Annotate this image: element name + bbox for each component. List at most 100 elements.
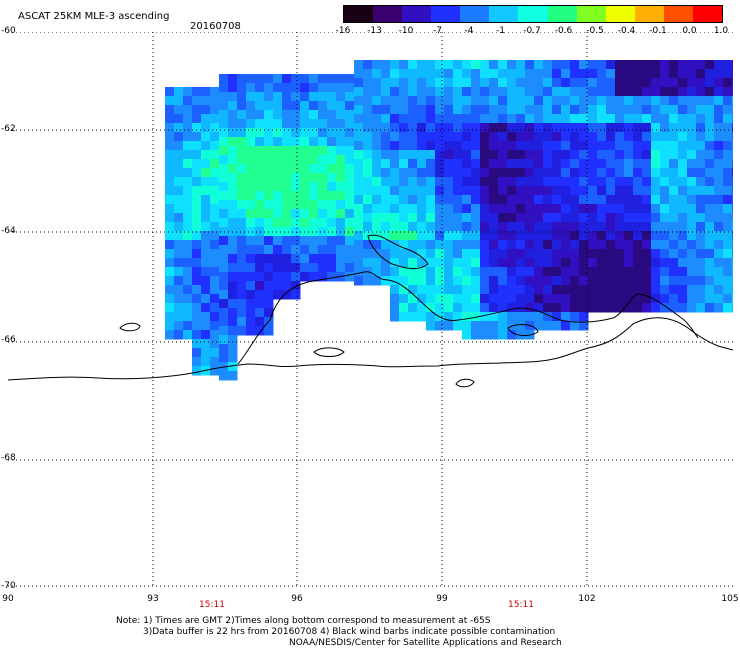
swath-pixel	[174, 303, 184, 313]
swath-pixel	[228, 299, 238, 309]
swath-pixel	[660, 132, 670, 142]
swath-pixel	[165, 294, 175, 304]
swath-pixel	[543, 276, 553, 286]
swath-pixel	[732, 69, 733, 79]
swath-pixel	[219, 344, 229, 354]
swath-pixel	[624, 87, 634, 97]
swath-pixel	[183, 249, 193, 259]
swath-pixel	[462, 294, 472, 304]
swath-pixel	[714, 294, 724, 304]
swath-pixel	[471, 78, 481, 88]
swath-pixel	[453, 87, 463, 97]
swath-pixel	[606, 141, 616, 151]
swath-pixel	[651, 267, 661, 277]
swath-pixel	[606, 285, 616, 295]
swath-pixel	[309, 227, 319, 237]
swath-pixel	[399, 186, 409, 196]
swath-pixel	[273, 110, 283, 120]
swath-pixel	[678, 213, 688, 223]
swath-pixel	[381, 60, 391, 70]
swath-pixel	[174, 96, 184, 106]
swath-pixel	[678, 105, 688, 115]
swath-pixel	[390, 60, 400, 70]
swath-pixel	[174, 204, 184, 214]
swath-pixel	[471, 204, 481, 214]
swath-pixel	[471, 213, 481, 223]
swath-pixel	[399, 60, 409, 70]
swath-pixel	[345, 92, 355, 102]
swath-pixel	[579, 159, 589, 169]
swath-pixel	[165, 249, 175, 259]
swath-pixel	[264, 155, 274, 165]
swath-pixel	[246, 83, 256, 93]
swath-pixel	[651, 96, 661, 106]
swath-pixel	[588, 249, 598, 259]
swath-pixel	[264, 245, 274, 255]
swath-pixel	[462, 87, 472, 97]
swath-pixel	[498, 78, 508, 88]
swath-pixel	[408, 231, 418, 241]
swath-pixel	[507, 105, 517, 115]
colorbar	[343, 5, 723, 23]
swath-pixel	[687, 123, 697, 133]
swath-pixel	[651, 87, 661, 97]
swath-pixel	[498, 105, 508, 115]
swath-pixel	[399, 141, 409, 151]
swath-pixel	[183, 330, 193, 340]
swath-pixel	[228, 155, 238, 165]
swath-pixel	[219, 317, 229, 327]
swath-pixel	[327, 119, 337, 129]
swath-pixel	[327, 272, 337, 282]
swath-pixel	[597, 114, 607, 124]
swath-pixel	[309, 218, 319, 228]
swath-pixel	[363, 123, 373, 133]
swath-pixel	[246, 236, 256, 246]
swath-pixel	[462, 186, 472, 196]
swath-pixel	[651, 204, 661, 214]
swath-pixel	[552, 213, 562, 223]
swath-pixel	[237, 227, 247, 237]
swath-pixel	[714, 285, 724, 295]
swath-pixel	[462, 195, 472, 205]
swath-pixel	[345, 236, 355, 246]
swath-pixel	[282, 110, 292, 120]
swath-pixel	[228, 263, 238, 273]
swath-pixel	[624, 96, 634, 106]
swath-pixel	[570, 123, 580, 133]
swath-pixel	[714, 231, 724, 241]
swath-pixel	[408, 276, 418, 286]
swath-pixel	[273, 200, 283, 210]
swath-pixel	[525, 132, 535, 142]
swath-pixel	[552, 321, 562, 331]
swath-pixel	[678, 267, 688, 277]
swath-pixel	[381, 78, 391, 88]
swath-pixel	[732, 294, 733, 304]
swath-pixel	[534, 240, 544, 250]
swath-pixel	[489, 114, 499, 124]
swath-pixel	[624, 240, 634, 250]
swath-pixel	[480, 141, 490, 151]
lat-label: -60	[1, 26, 16, 36]
swath-pixel	[192, 177, 202, 187]
swath-pixel	[597, 168, 607, 178]
swath-pixel	[678, 222, 688, 232]
swath-pixel	[480, 168, 490, 178]
swath-pixel	[507, 168, 517, 178]
swath-pixel	[651, 276, 661, 286]
swath-pixel	[444, 249, 454, 259]
swath-pixel	[219, 74, 229, 84]
swath-pixel	[417, 60, 427, 70]
swath-pixel	[372, 186, 382, 196]
swath-pixel	[408, 294, 418, 304]
swath-pixel	[489, 249, 499, 259]
swath-pixel	[525, 177, 535, 187]
swath-pixel	[579, 231, 589, 241]
swath-pixel	[201, 123, 211, 133]
swath-pixel	[471, 114, 481, 124]
swath-pixel	[399, 69, 409, 79]
swath-pixel	[165, 321, 175, 331]
swath-pixel	[309, 137, 319, 147]
swath-pixel	[390, 87, 400, 97]
swath-pixel	[705, 204, 715, 214]
swath-pixel	[462, 258, 472, 268]
